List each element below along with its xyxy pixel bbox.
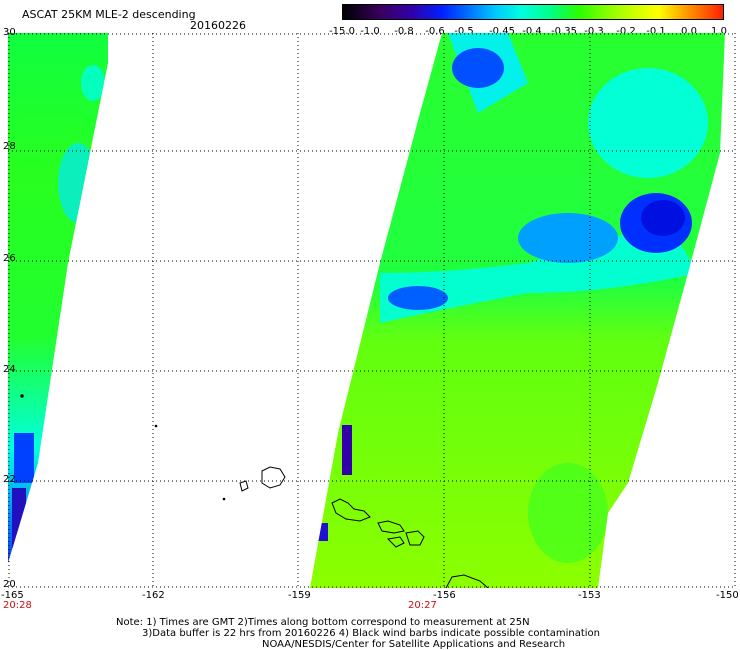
colorbar xyxy=(342,4,724,20)
colorbar-label: -0.45 xyxy=(489,26,515,37)
right-swath xyxy=(310,33,725,588)
lat-label: 26 xyxy=(3,253,16,264)
lon-label: -150 xyxy=(716,590,739,601)
colorbar-label: -0.6 xyxy=(425,26,445,37)
lat-lon-grid xyxy=(8,33,736,588)
pass-time-left: 20:28 xyxy=(3,600,32,611)
lat-label: 24 xyxy=(3,364,16,375)
note-line-1: Note: 1) Times are GMT 2)Times along bot… xyxy=(116,617,530,628)
lon-label: -159 xyxy=(288,590,311,601)
colorbar-labels: -15.0 -1.0 -0.8 -0.6 -0.5 -0.45 -0.4 -0.… xyxy=(329,26,727,38)
lon-label: -156 xyxy=(433,590,456,601)
colorbar-label: -0.2 xyxy=(616,26,636,37)
lat-label: 20 xyxy=(3,579,16,590)
colorbar-label: 1.0 xyxy=(711,26,727,37)
colorbar-label: -0.1 xyxy=(646,26,666,37)
lat-label: 28 xyxy=(3,141,16,152)
colorbar-label: -0.3 xyxy=(584,26,604,37)
lon-label: -162 xyxy=(142,590,165,601)
coastlines xyxy=(20,394,489,588)
lon-label: -153 xyxy=(578,590,601,601)
pass-time-right: 20:27 xyxy=(408,600,437,611)
left-swath xyxy=(8,33,108,563)
colorbar-label: -0.4 xyxy=(522,26,542,37)
product-title: ASCAT 25KM MLE-2 descending xyxy=(22,8,196,21)
colorbar-label: -15.0 xyxy=(329,26,355,37)
lat-label: 22 xyxy=(3,474,16,485)
lon-label: -165 xyxy=(1,590,24,601)
note-line-2: 3)Data buffer is 22 hrs from 20160226 4)… xyxy=(142,628,600,639)
colorbar-label: -0.35 xyxy=(551,26,577,37)
colorbar-label: -1.0 xyxy=(360,26,380,37)
satellite-map xyxy=(8,33,736,588)
colorbar-label: 0.0 xyxy=(681,26,697,37)
lat-label: 30 xyxy=(3,27,16,38)
colorbar-label: -0.5 xyxy=(454,26,474,37)
note-line-3: NOAA/NESDIS/Center for Satellite Applica… xyxy=(262,639,566,650)
colorbar-label: -0.8 xyxy=(394,26,414,37)
product-date: 20160226 xyxy=(190,19,246,32)
